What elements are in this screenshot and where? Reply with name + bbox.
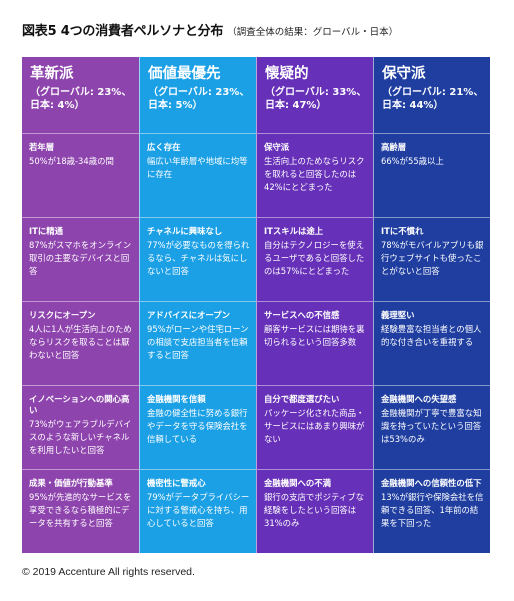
trait-heading: サービスへの不信感 bbox=[264, 310, 340, 320]
trait-heading: ITスキルは途上 bbox=[264, 226, 324, 236]
persona-trait-cell: 成果・価値が行動基準 95%が先進的なサービスを享受できるなら積極的にデータを共有… bbox=[22, 469, 139, 553]
copyright-footer: © 2019 Accenture All rights reserved. bbox=[22, 566, 195, 578]
trait-heading: 金融機関への失望感 bbox=[381, 394, 457, 404]
trait-text: 13%が銀行や保険会社を信頼できる回答、1年前の結果を下回った bbox=[381, 492, 484, 528]
persona-share: （グローバル: 23%、日本: 5%） bbox=[148, 87, 250, 111]
persona-trait-cell: ITに精通 87%がスマホをオンライン取引の主要なデバイスと回答 bbox=[22, 217, 139, 301]
trait-heading: リスクにオープン bbox=[29, 310, 96, 320]
trait-text: 金融機関が丁寧で豊富な知識を持っていたという回答は53%のみ bbox=[381, 408, 482, 444]
trait-heading: 保守派 bbox=[264, 142, 290, 152]
figure-title-main: 図表5 4つの消費者ペルソナと分布 bbox=[22, 24, 224, 39]
persona-trait-cell: アドバイスにオープン 95%がローンや住宅ローンの相談で支店担当者を信頼すると回答 bbox=[139, 301, 256, 385]
persona-trait-cell: 金融機関を信頼金融の健全性に努める銀行やデータを守る保険会社を信頼している bbox=[139, 385, 256, 469]
trait-heading: ITに不慣れ bbox=[381, 226, 424, 236]
persona-trait-cell: 金融機関への失望感金融機関が丁寧で豊富な知識を持っていたという回答は53%のみ bbox=[373, 385, 490, 469]
trait-text: 幅広い年齢層や地域に均等に存在 bbox=[147, 156, 248, 179]
persona-trait-cell: 金融機関への信頼性の低下 13%が銀行や保険会社を信頼できる回答、1年前の結果を下… bbox=[373, 469, 490, 553]
trait-heading: 機密性に警戒心 bbox=[147, 478, 206, 488]
trait-heading: ITに精通 bbox=[29, 226, 63, 236]
trait-heading: 金融機関への不満 bbox=[264, 478, 331, 488]
trait-text: 66%が55歳以上 bbox=[381, 156, 444, 166]
trait-heading: 自分で都度選びたい bbox=[264, 394, 340, 404]
persona-trait-cell: 保守派生活向上のためならリスクを取れると回答したのは42%にとどまった bbox=[256, 133, 373, 217]
persona-name: 革新派 bbox=[30, 66, 74, 82]
trait-heading: 若年層 bbox=[29, 142, 55, 152]
trait-heading: 成果・価値が行動基準 bbox=[29, 478, 113, 488]
trait-text: 4人に1人が生活向上のためならリスクを取ることは厭わないと回答 bbox=[29, 324, 132, 360]
figure-title-sub: （調査全体の結果：グローバル・日本） bbox=[227, 27, 399, 38]
trait-text: 73%がウェアラブルデバイスのような新しいチャネルを利用したいと回答 bbox=[29, 419, 132, 455]
trait-text: 77%が必要なものを得られるなら、チャネルは気にしないと回答 bbox=[147, 240, 250, 276]
trait-text: 顧客サービスには期待を裏切られるという回答多数 bbox=[264, 324, 365, 347]
trait-text: 87%がスマホをオンライン取引の主要なデバイスと回答 bbox=[29, 240, 132, 276]
persona-name: 保守派 bbox=[382, 66, 426, 82]
trait-heading: 高齢層 bbox=[381, 142, 407, 152]
persona-trait-cell: 高齢層 66%が55歳以上 bbox=[373, 133, 490, 217]
trait-heading: チャネルに興味なし bbox=[147, 226, 223, 236]
persona-header-conservative: 保守派 （グローバル: 21%、日本: 44%） bbox=[373, 57, 490, 133]
persona-share: （グローバル: 23%、日本: 4%） bbox=[30, 87, 132, 111]
persona-trait-cell: 若年層 50%が18歳-34歳の間 bbox=[22, 133, 139, 217]
trait-text: 78%がモバイルアプリも銀行ウェブサイトも使ったことがないと回答 bbox=[381, 240, 484, 276]
trait-text: 50%が18歳-34歳の間 bbox=[29, 156, 114, 166]
trait-text: 銀行の支店でポジティブな経験をしたという回答は31%のみ bbox=[264, 492, 364, 528]
trait-heading: 金融機関への信頼性の低下 bbox=[381, 478, 482, 488]
trait-heading: イノベーションへの関心高い bbox=[29, 394, 130, 415]
persona-trait-cell: 機密性に警戒心 79%がデータプライバシーに対する警戒心を持ち、用心していると回答 bbox=[139, 469, 256, 553]
persona-trait-cell: 金融機関への不満銀行の支店でポジティブな経験をしたという回答は31%のみ bbox=[256, 469, 373, 553]
trait-text: 生活向上のためならリスクを取れると回答したのは42%にとどまった bbox=[264, 156, 365, 192]
persona-table: 革新派 （グローバル: 23%、日本: 4%） 価値最優先 （グローバル: 23… bbox=[22, 57, 490, 553]
persona-trait-cell: ITに不慣れ 78%がモバイルアプリも銀行ウェブサイトも使ったことがないと回答 bbox=[373, 217, 490, 301]
trait-text: 経験豊富な担当者との個人的な付き合いを重視する bbox=[381, 324, 482, 347]
persona-header-skeptic: 懐疑的 （グローバル: 33%、日本: 47%） bbox=[256, 57, 373, 133]
trait-heading: 広く存在 bbox=[147, 142, 181, 152]
persona-header-innovator: 革新派 （グローバル: 23%、日本: 4%） bbox=[22, 57, 139, 133]
persona-name: 価値最優先 bbox=[148, 66, 221, 82]
persona-header-value-first: 価値最優先 （グローバル: 23%、日本: 5%） bbox=[139, 57, 256, 133]
trait-text: 自分はテクノロジーを使えるユーザであると回答したのは57%にとどまった bbox=[264, 240, 365, 276]
persona-trait-cell: チャネルに興味なし 77%が必要なものを得られるなら、チャネルは気にしないと回答 bbox=[139, 217, 256, 301]
persona-trait-cell: 自分で都度選びたいパッケージ化された商品・サービスにはあまり興味がない bbox=[256, 385, 373, 469]
persona-share: （グローバル: 21%、日本: 44%） bbox=[382, 87, 484, 111]
persona-trait-cell: ITスキルは途上自分はテクノロジーを使えるユーザであると回答したのは57%にとど… bbox=[256, 217, 373, 301]
trait-heading: アドバイスにオープン bbox=[147, 310, 230, 320]
trait-text: 79%がデータプライバシーに対する警戒心を持ち、用心していると回答 bbox=[147, 492, 250, 528]
trait-text: 95%が先進的なサービスを享受できるなら積極的にデータを共有すると回答 bbox=[29, 492, 132, 528]
trait-text: パッケージ化された商品・サービスにはあまり興味がない bbox=[264, 408, 365, 444]
trait-heading: 金融機関を信頼 bbox=[147, 394, 206, 404]
persona-trait-cell: イノベーションへの関心高い 73%がウェアラブルデバイスのような新しいチャネルを利… bbox=[22, 385, 139, 469]
persona-trait-cell: リスクにオープン 4人に1人が生活向上のためならリスクを取ることは厭わないと回答 bbox=[22, 301, 139, 385]
trait-text: 95%がローンや住宅ローンの相談で支店担当者を信頼すると回答 bbox=[147, 324, 249, 360]
persona-trait-cell: 広く存在幅広い年齢層や地域に均等に存在 bbox=[139, 133, 256, 217]
persona-share: （グローバル: 33%、日本: 47%） bbox=[265, 87, 367, 111]
persona-trait-cell: サービスへの不信感顧客サービスには期待を裏切られるという回答多数 bbox=[256, 301, 373, 385]
trait-text: 金融の健全性に努める銀行やデータを守る保険会社を信頼している bbox=[147, 408, 248, 444]
figure-title: 図表5 4つの消費者ペルソナと分布 （調査全体の結果：グローバル・日本） bbox=[22, 20, 398, 39]
trait-heading: 義理堅い bbox=[381, 310, 415, 320]
persona-name: 懐疑的 bbox=[265, 66, 309, 82]
persona-trait-cell: 義理堅い経験豊富な担当者との個人的な付き合いを重視する bbox=[373, 301, 490, 385]
